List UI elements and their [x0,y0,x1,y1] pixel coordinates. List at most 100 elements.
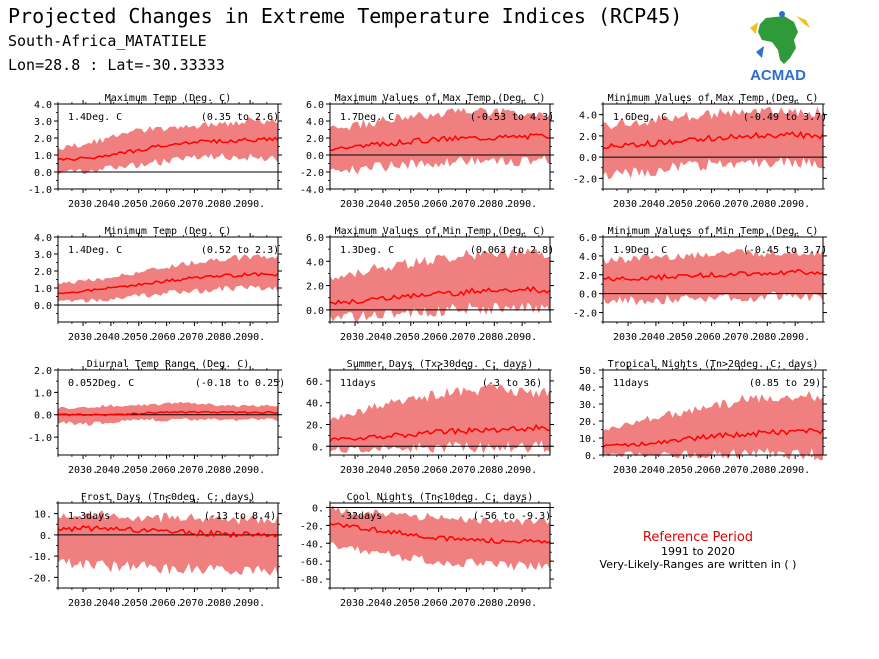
x-tick-label: 2090. [507,598,537,609]
x-tick-label: 2060. [152,332,182,343]
x-tick-label: 2060. [152,199,182,210]
y-tick-label: -40. [300,539,324,550]
x-tick-label: 2040. [368,465,398,476]
y-tick-label: -1.0 [28,185,52,196]
x-tick-label: 2080. [479,598,509,609]
chart-panel: 0.0 1.0 2.0 3.0 4.0 2030.2040.2050.2060.2070.… [34,226,282,343]
x-tick-label: 2040. [368,598,398,609]
x-tick-label: 2050. [124,465,154,476]
y-tick-label: 30. [579,400,597,411]
y-tick-label: 2.0 [579,132,597,143]
range-label: (0.52 to 2.3) [201,245,279,256]
x-tick-label: 2080. [752,332,782,343]
value-label: 1.7Deg. C [340,112,394,123]
x-tick-label: 2080. [479,465,509,476]
x-tick-label: 2050. [669,332,699,343]
plot-frame [329,369,551,456]
reference-title: Reference Period [642,530,754,545]
x-tick-label: 2040. [641,199,671,210]
median-line [58,272,279,295]
x-tick-label: 2030. [340,332,370,343]
x-tick-label: 2050. [124,199,154,210]
range-label: (-13 to 8.4) [204,511,276,522]
chart-panel: -2.0 0.0 2.0 4.0 6.0 2030.2040.2050.2060.2070… [573,226,827,343]
plot-frame [602,236,824,323]
y-tick-label: 3.0 [34,250,52,261]
chart-title: Summer Days (Tx>30deg. C; days) [347,359,534,370]
page-title: Projected Changes in Extreme Temperature… [8,4,683,28]
reference-years: 1991 to 2020 [660,545,736,558]
y-tick-label: 0.0 [579,290,597,301]
y-tick-label: 20. [579,417,597,428]
chart-panel: -1.00.01.02.02030.2040.2050.2060.2070.20… [28,359,285,476]
chart-title: Maximum Values of Max Temp (Deg. C) [335,93,546,104]
x-tick-label: 2080. [752,465,782,476]
x-tick-label: 2080. [479,332,509,343]
x-tick-label: 2060. [424,199,454,210]
median-line [329,285,551,306]
x-tick-label: 2040. [96,332,126,343]
y-tick-label: 2.0 [34,366,52,377]
x-tick-label: 2070. [724,332,754,343]
range-band [603,106,823,180]
median-line [329,423,551,442]
chart-panel: 0. 20. 40. 60. 2030.2040.2050.2060.2070.2080… [306,359,554,476]
x-tick-label: 2080. [207,598,237,609]
y-tick-label: 0.0 [306,306,324,317]
median-line [329,522,551,544]
y-tick-label: 3.0 [34,117,52,128]
y-tick-label: 0.0 [34,168,52,179]
africa-map-icon [750,11,810,64]
x-tick-label: 2060. [424,465,454,476]
x-tick-label: 2070. [179,598,209,609]
y-tick-label: 20. [306,420,324,431]
chart-panel: -4.0 -2.0 0.0 2.0 4.0 6.0 2030.2040.2050.2060.… [300,93,554,210]
y-tick-label: 2.0 [579,271,597,282]
x-tick-label: 2090. [507,465,537,476]
range-band [603,390,823,461]
range-label: (0.85 to 29) [749,378,821,389]
x-tick-label: 2090. [780,332,810,343]
x-tick-label: 2050. [669,199,699,210]
chart-panel: 0. 10. 20. 30. 40. 50. 2030.2040.2050.2060.207… [579,359,827,476]
y-tick-label: -4.0 [300,185,324,196]
median-line [57,136,279,161]
x-tick-label: 2050. [396,598,426,609]
y-tick-label: 4.0 [34,233,52,244]
x-tick-label: 2050. [396,465,426,476]
y-tick-label: -2.0 [300,168,324,179]
y-tick-label: 1.0 [34,284,52,295]
range-label: (-0.49 to 3.7) [743,112,827,123]
chart-title: Cool Nights (Tn<10deg. C; days) [347,492,534,503]
y-tick-label: -20. [300,521,324,532]
chart-panel: -2.00.02.04.02030.2040.2050.2060.2070.20… [573,93,827,210]
range-label: (-0.45 to 3.7) [743,245,827,256]
x-tick-label: 2060. [697,465,727,476]
x-tick-label: 2090. [780,199,810,210]
logo-label: ACMAD [750,67,806,84]
x-tick-label: 2070. [724,199,754,210]
value-label: 11days [340,378,376,389]
y-tick-label: 1.0 [34,151,52,162]
chart-title: Diurnal Temp Range (Deg. C) [87,359,250,370]
value-label: 1.3days [68,511,110,522]
plot-frame [329,502,551,589]
x-tick-label: 2090. [235,332,265,343]
y-tick-label: 0. [585,451,597,462]
y-tick-label: 4.0 [579,252,597,263]
range-band [58,254,278,303]
x-tick-label: 2070. [179,332,209,343]
median-line [330,133,551,151]
x-tick-label: 2080. [479,199,509,210]
y-tick-label: 0. [312,503,324,514]
y-tick-label: 0.0 [579,153,597,164]
y-tick-label: -1.0 [28,433,52,444]
range-label: (-3 to 36) [482,378,542,389]
x-tick-label: 2050. [669,465,699,476]
y-tick-label: 1.0 [34,388,52,399]
x-tick-label: 2070. [451,199,481,210]
x-tick-label: 2060. [152,598,182,609]
range-band [330,383,550,454]
x-tick-label: 2080. [752,199,782,210]
